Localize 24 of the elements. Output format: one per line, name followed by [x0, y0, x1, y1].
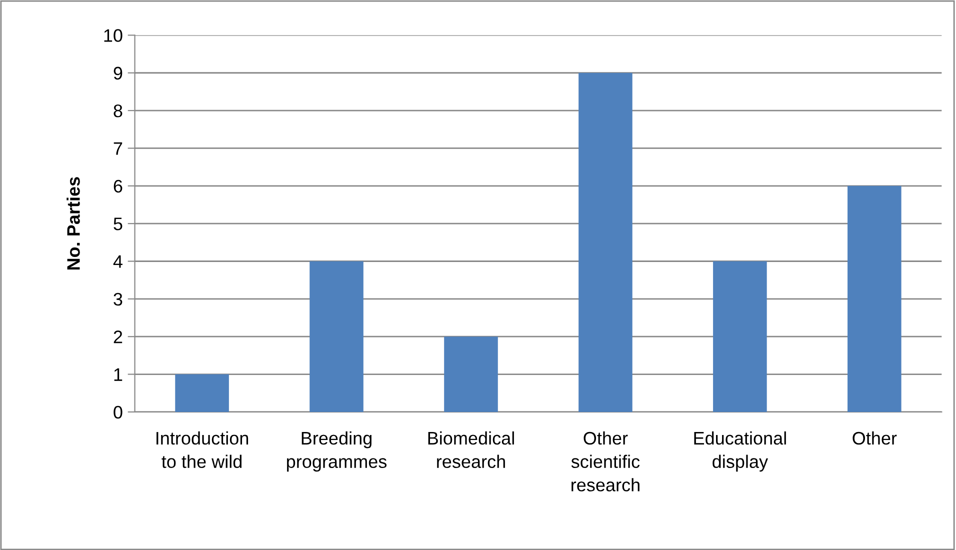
y-tick-label: 4	[113, 255, 122, 268]
bar	[848, 186, 902, 412]
y-tick-label: 0	[114, 406, 122, 419]
y-tick-label: 8	[114, 104, 122, 118]
x-tick-label: Breeding programmes	[287, 431, 387, 472]
x-tick-label: Other	[852, 431, 897, 445]
x-tick-label: Introduction to the wild	[156, 431, 248, 468]
y-tick-label: 2	[114, 330, 122, 344]
x-tick-label: Biomedical research	[428, 431, 514, 468]
bar	[444, 336, 498, 412]
x-tick-label: Other scientific research	[571, 431, 640, 492]
bar	[578, 72, 632, 412]
y-tick-label: 9	[114, 66, 122, 80]
x-tick-label: Educational display	[694, 431, 786, 472]
y-tick-label: 10	[104, 29, 122, 42]
y-tick-label: 1	[114, 368, 122, 381]
bar	[713, 261, 767, 412]
y-tick-label: 7	[114, 142, 122, 155]
y-tick-label: 5	[114, 218, 122, 230]
y-axis-title: No. Parties	[66, 177, 80, 270]
y-tick-label: 6	[114, 180, 122, 193]
y-tick-label: 3	[114, 292, 122, 306]
bar	[175, 374, 229, 412]
bar	[310, 261, 364, 412]
